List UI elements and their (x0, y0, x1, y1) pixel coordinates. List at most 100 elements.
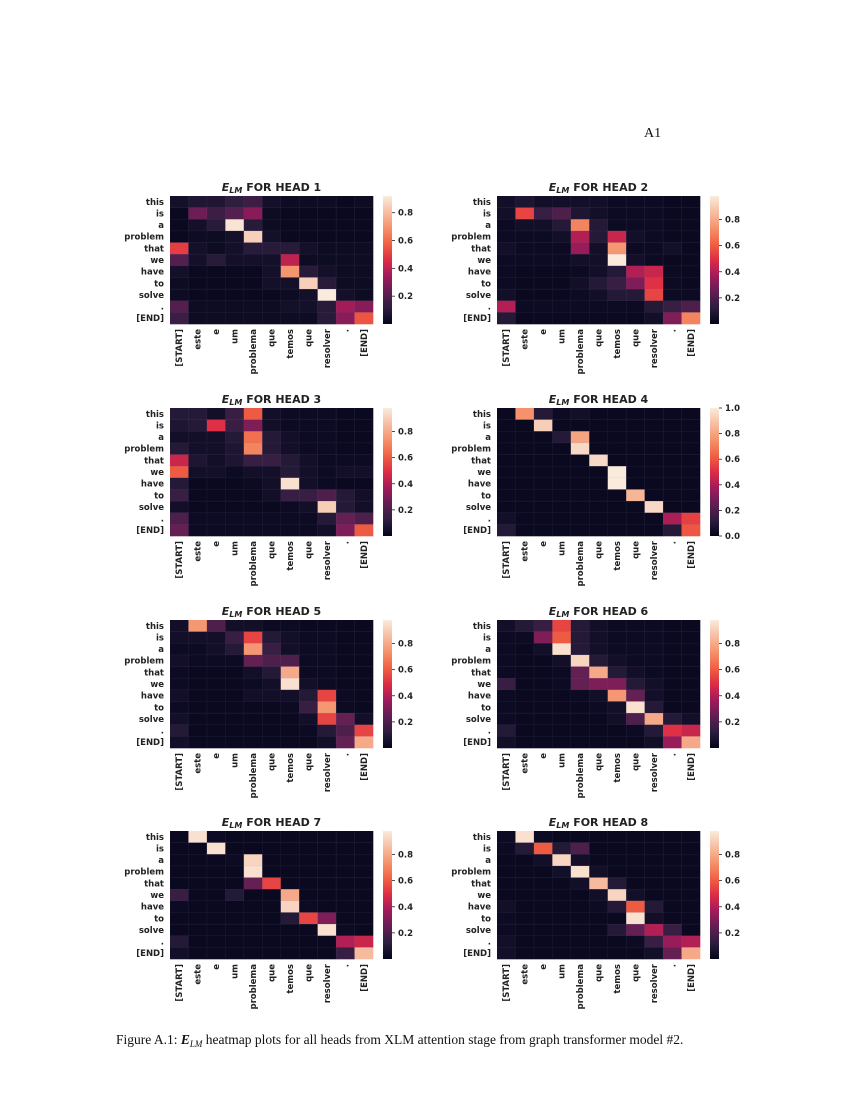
heatmap-cell (552, 736, 572, 749)
chart-title: ELM FOR HEAD 6 (549, 605, 649, 619)
heatmap-cell (497, 207, 516, 220)
heatmap-cell (262, 889, 282, 902)
heatmap-cell (681, 689, 701, 702)
col-tick-label: problema (576, 964, 586, 1010)
heatmap-cell (354, 524, 374, 537)
heatmap-cell (243, 666, 263, 679)
heatmap-cell (626, 666, 645, 679)
heatmap-cell (354, 842, 374, 855)
col-tick-label: problema (576, 541, 586, 587)
heatmap-cell (170, 620, 189, 632)
heatmap-cell (663, 865, 682, 878)
heatmap-cell (336, 654, 355, 667)
heatmap-cell (497, 524, 516, 537)
heatmap-cell (299, 454, 318, 467)
heatmap-cell (354, 265, 374, 278)
heatmap-cell (206, 489, 226, 502)
heatmap-cell (589, 300, 609, 313)
heatmap-cell (607, 724, 627, 737)
heatmap-cell (626, 312, 645, 325)
heatmap-cell (354, 466, 374, 479)
heatmap-cell (354, 230, 374, 243)
heatmap-cell (243, 865, 263, 878)
heatmap-cell (570, 242, 590, 255)
heatmap-cell (243, 524, 263, 537)
col-tick-label: problema (249, 753, 259, 799)
heatmap-cell (336, 289, 355, 302)
row-tick-label: to (481, 279, 491, 289)
heatmap-cell (552, 654, 572, 667)
heatmap-cell (354, 419, 374, 432)
heatmap-cell (552, 912, 572, 925)
heatmap-cell (243, 408, 263, 420)
heatmap-cell (497, 620, 516, 632)
heatmap-cell (262, 631, 282, 644)
colorbar-tick-label: 0.4 (725, 903, 740, 913)
heatmap-cell (644, 865, 664, 878)
caption-math: E (180, 1032, 190, 1047)
heatmap-cell (644, 242, 664, 255)
heatmap-cell (533, 254, 553, 267)
heatmap-cell (626, 242, 645, 255)
heatmap-cell (336, 912, 355, 925)
heatmap-cell (497, 689, 516, 702)
heatmap-cell (262, 842, 282, 855)
heatmap-cell (570, 501, 590, 514)
heatmap-cell (317, 900, 337, 913)
heatmap-cell (225, 512, 245, 525)
heatmap-cell (243, 854, 263, 867)
heatmap-cell (170, 831, 189, 843)
heatmap-cell (262, 831, 282, 843)
heatmap-cell (170, 713, 189, 726)
row-tick-label: have (141, 480, 164, 490)
heatmap-cell (497, 701, 516, 714)
heatmap-cell (552, 242, 572, 255)
heatmap-cell (354, 631, 374, 644)
heatmap-cell (644, 300, 664, 313)
col-tick-label: temos (286, 964, 296, 994)
heatmap-cell (299, 713, 318, 726)
heatmap-cell (243, 947, 263, 960)
heatmap-cell (626, 277, 645, 290)
heatmap-cell (589, 831, 609, 843)
heatmap-cell (626, 678, 645, 691)
heatmap-cell (644, 207, 664, 220)
col-tick-label: temos (613, 753, 623, 783)
heatmap-cell (317, 419, 337, 432)
row-tick-label: that (144, 456, 164, 466)
heatmap-cell (188, 265, 208, 278)
heatmap-cell (225, 300, 245, 313)
heatmap-cell (644, 889, 664, 902)
heatmap-cell (299, 701, 318, 714)
heatmap-cell (299, 254, 318, 267)
heatmap-cell (589, 242, 609, 255)
heatmap-cell (354, 912, 374, 925)
heatmap-cell (225, 854, 245, 867)
heatmap-cell (644, 501, 664, 514)
heatmap-cell (626, 947, 645, 960)
row-tick-label: problem (451, 233, 491, 243)
heatmap-cell (280, 924, 300, 937)
heatmap-cell (188, 408, 208, 420)
heatmap-cell (497, 431, 516, 444)
heatmap-cell (681, 489, 701, 502)
heatmap-cell (299, 207, 318, 220)
heatmap-cell (262, 524, 282, 537)
row-tick-label: a (158, 221, 164, 231)
row-tick-label: problem (124, 445, 164, 455)
heatmap-cell (243, 419, 263, 432)
heatmap-cell (644, 265, 664, 278)
heatmap-cell (206, 854, 226, 867)
col-tick-label: que (631, 753, 641, 771)
colorbar-tick-label: 0.8 (398, 209, 413, 219)
heatmap-cell (225, 489, 245, 502)
heatmap-cell (533, 643, 553, 656)
col-tick-label: [END] (687, 964, 697, 992)
heatmap-cell (570, 736, 590, 749)
heatmap-cell (317, 724, 337, 737)
heatmap-cell (663, 501, 682, 514)
heatmap-cell (497, 219, 516, 232)
heatmap-cell (589, 230, 609, 243)
